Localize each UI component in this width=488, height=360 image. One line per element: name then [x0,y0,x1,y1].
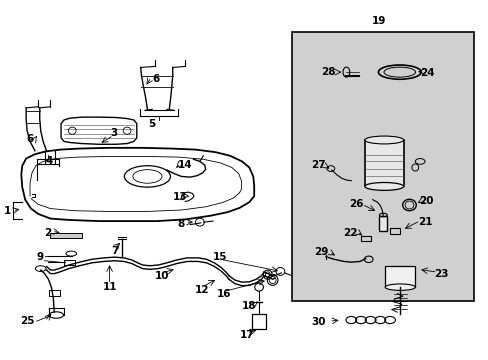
Text: 19: 19 [371,16,386,26]
Bar [64,260,75,265]
Text: 24: 24 [420,68,434,78]
Text: 10: 10 [154,271,169,281]
Ellipse shape [364,136,403,144]
Text: 20: 20 [418,196,433,206]
Text: 27: 27 [310,160,325,170]
Bar [360,236,370,241]
Text: 23: 23 [433,269,447,279]
Bar [364,140,403,186]
Bar [385,266,414,287]
Text: 2: 2 [44,228,52,238]
Text: 5: 5 [147,118,155,129]
Bar [50,233,82,238]
Text: 3: 3 [110,128,117,138]
Text: 21: 21 [417,217,431,227]
Text: 7: 7 [111,247,118,256]
Text: 13: 13 [173,192,187,202]
Text: 28: 28 [320,67,334,77]
Bar [389,228,399,234]
Text: 22: 22 [342,228,357,238]
Text: 6: 6 [26,134,34,144]
Text: 16: 16 [216,289,231,299]
Text: 14: 14 [178,160,192,170]
Text: 29: 29 [313,247,327,257]
Text: 9: 9 [36,252,43,262]
Text: 17: 17 [239,330,254,341]
Text: 30: 30 [310,317,325,327]
Text: 15: 15 [213,252,227,262]
Bar [252,314,265,329]
Bar [49,290,60,296]
Text: 26: 26 [348,199,363,209]
Bar [379,216,386,231]
Text: 6: 6 [152,74,160,84]
Text: 8: 8 [178,219,184,229]
Ellipse shape [385,284,414,291]
Ellipse shape [364,183,403,190]
Text: 12: 12 [194,285,209,295]
Text: 1: 1 [4,206,11,216]
Polygon shape [291,32,472,301]
Text: 11: 11 [102,282,117,292]
Text: 4: 4 [46,157,53,166]
Text: 25: 25 [20,316,34,326]
Text: 18: 18 [242,301,256,311]
